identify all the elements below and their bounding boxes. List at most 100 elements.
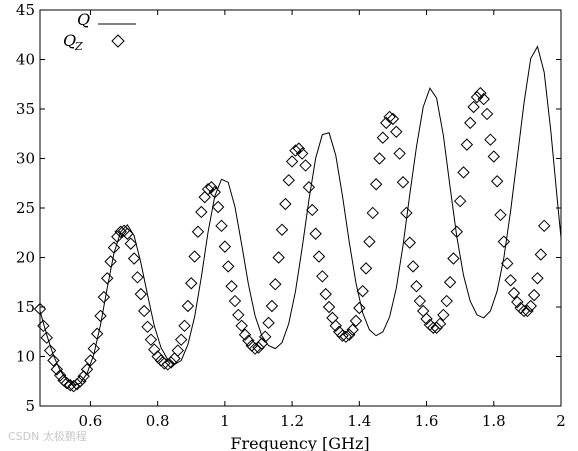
- y-tick-label: 45: [16, 1, 35, 19]
- qz-marker: [403, 236, 416, 249]
- qz-marker: [272, 251, 285, 264]
- qz-marker: [427, 321, 440, 334]
- legend-qz-subscript: Z: [74, 40, 83, 53]
- qz-marker: [480, 107, 494, 121]
- qz-marker: [181, 299, 195, 313]
- qz-marker: [443, 276, 457, 289]
- qz-marker: [70, 378, 84, 391]
- qz-marker: [373, 152, 386, 165]
- qz-marker: [517, 304, 531, 318]
- qz-marker: [306, 203, 319, 217]
- qz-marker: [484, 133, 497, 146]
- qz-marker: [205, 181, 218, 194]
- qz-marker: [211, 200, 225, 214]
- qz-marker: [87, 342, 100, 355]
- qz-marker: [363, 235, 376, 248]
- qz-marker: [450, 225, 464, 238]
- qz-marker: [477, 92, 490, 106]
- qz-marker: [511, 295, 524, 309]
- qz-marker: [80, 363, 94, 376]
- qz-marker: [131, 271, 144, 284]
- qz-marker: [349, 314, 363, 328]
- x-tick-label: 1.2: [280, 412, 304, 430]
- y-tick-label: 25: [16, 199, 35, 217]
- qz-marker: [97, 290, 111, 304]
- qz-marker: [37, 319, 50, 333]
- qz-marker: [53, 369, 67, 382]
- x-tick-label: 1.6: [415, 412, 439, 430]
- y-tick-label: 30: [16, 150, 35, 168]
- qz-marker: [440, 294, 453, 308]
- qz-marker: [235, 319, 248, 333]
- qz-marker: [218, 240, 232, 253]
- qz-marker: [50, 363, 64, 376]
- qz-marker: [148, 343, 161, 356]
- qz-marker: [521, 304, 534, 318]
- qz-marker: [430, 321, 443, 334]
- qz-marker: [329, 319, 343, 333]
- qz-marker: [137, 304, 151, 318]
- qz-marker: [134, 287, 148, 301]
- qz-marker: [185, 277, 198, 290]
- qz-marker: [279, 197, 292, 211]
- qz-marker: [490, 175, 504, 188]
- qz-marker: [74, 375, 87, 388]
- qz-marker: [413, 294, 427, 308]
- qz-marker: [168, 352, 181, 365]
- series-layer: [33, 45, 562, 393]
- qz-marker: [114, 225, 127, 238]
- qz-marker: [366, 206, 379, 220]
- qz-marker: [64, 379, 77, 392]
- y-tick-label: 5: [25, 397, 35, 415]
- qz-marker: [40, 331, 53, 344]
- y-tick-label: 10: [16, 348, 35, 366]
- y-tick-label: 35: [16, 100, 35, 118]
- qz-marker: [47, 354, 60, 367]
- series-q-line: [39, 45, 562, 386]
- qz-marker: [504, 274, 517, 287]
- y-tick-label: 15: [16, 298, 35, 316]
- qz-marker: [346, 323, 359, 336]
- qz-marker: [164, 356, 178, 369]
- qz-marker: [174, 333, 188, 346]
- qz-marker: [269, 278, 282, 291]
- qz-marker: [376, 131, 390, 144]
- qz-marker: [356, 284, 369, 298]
- qz-marker: [188, 250, 201, 263]
- qz-marker: [215, 219, 228, 233]
- qz-marker: [457, 166, 470, 179]
- qz-marker: [285, 155, 299, 168]
- qz-marker: [295, 147, 309, 160]
- qz-marker: [144, 333, 158, 346]
- qz-marker: [302, 181, 316, 194]
- qz-marker: [198, 190, 211, 204]
- qz-marker: [470, 90, 484, 104]
- qz-marker: [501, 257, 514, 270]
- qz-marker: [111, 230, 124, 243]
- qz-marker: [497, 235, 511, 248]
- qz-marker: [416, 304, 430, 318]
- qz-marker: [158, 357, 171, 370]
- qz-marker: [252, 341, 265, 354]
- qz-marker: [400, 206, 413, 220]
- qz-marker: [154, 354, 168, 367]
- qz-marker: [410, 280, 423, 293]
- qz-marker: [369, 178, 383, 191]
- x-axis-title: Frequency [GHz]: [230, 434, 369, 451]
- qz-marker: [453, 194, 467, 208]
- qz-marker: [228, 294, 242, 308]
- qz-marker: [437, 308, 450, 322]
- qz-marker: [222, 260, 235, 273]
- qz-marker: [289, 144, 302, 157]
- qz-marker: [121, 227, 134, 240]
- qz-marker: [262, 316, 275, 330]
- x-tick-label: 1.8: [482, 412, 506, 430]
- qz-marker: [460, 138, 474, 151]
- qz-marker: [359, 262, 373, 275]
- x-tick-label: 1.4: [347, 412, 371, 430]
- qz-marker: [104, 255, 117, 268]
- qz-marker: [507, 286, 521, 300]
- qz-marker: [33, 302, 47, 316]
- qz-marker: [191, 225, 205, 238]
